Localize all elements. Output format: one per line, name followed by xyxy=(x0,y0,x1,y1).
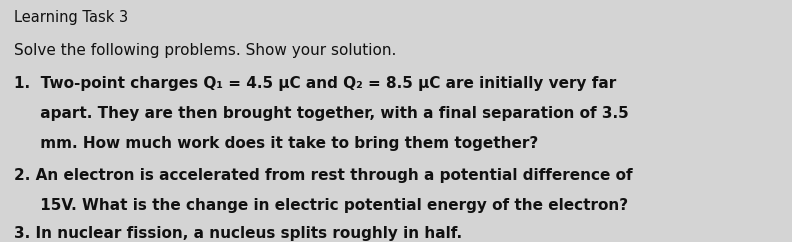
Text: 3. In nuclear fission, a nucleus splits roughly in half.: 3. In nuclear fission, a nucleus splits … xyxy=(14,226,463,241)
Text: Learning Task 3: Learning Task 3 xyxy=(14,10,128,25)
Text: 1.  Two-point charges Q₁ = 4.5 μC and Q₂ = 8.5 μC are initially very far: 1. Two-point charges Q₁ = 4.5 μC and Q₂ … xyxy=(14,76,616,91)
Text: 2. An electron is accelerated from rest through a potential difference of: 2. An electron is accelerated from rest … xyxy=(14,168,633,183)
Text: 15V. What is the change in electric potential energy of the electron?: 15V. What is the change in electric pote… xyxy=(14,198,628,213)
Text: apart. They are then brought together, with a final separation of 3.5: apart. They are then brought together, w… xyxy=(14,106,629,121)
Text: Solve the following problems. Show your solution.: Solve the following problems. Show your … xyxy=(14,43,397,58)
Text: mm. How much work does it take to bring them together?: mm. How much work does it take to bring … xyxy=(14,136,539,151)
